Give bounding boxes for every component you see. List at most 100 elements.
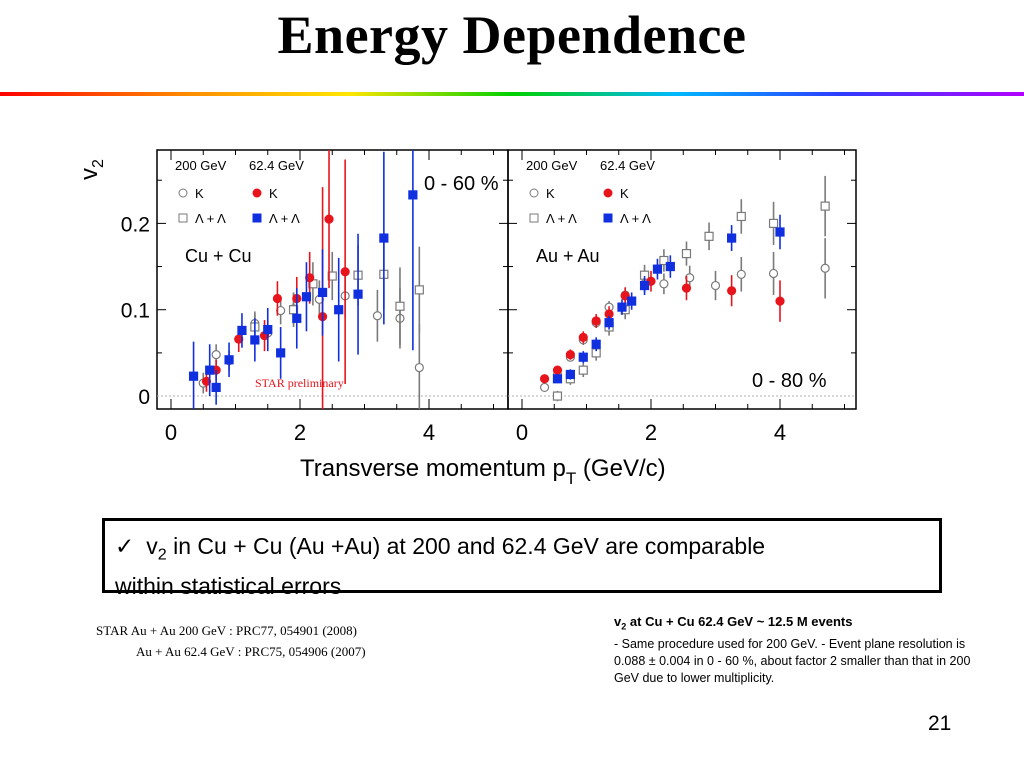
reference-2-text: Au + Au 62.4 GeV : PRC75, 054906 (2007 xyxy=(136,644,362,659)
x-axis-title-unit: (GeV/c) xyxy=(576,455,665,482)
point-1-3-11 xyxy=(775,227,785,237)
annotation-label-0: STAR preliminary xyxy=(255,376,344,390)
analysis-note: v2 at Cu + Cu 62.4 GeV ~ 12.5 M events -… xyxy=(614,613,994,687)
point-0-3-6 xyxy=(263,324,273,335)
legend-lambda-filled-1: Λ + Λ xyxy=(620,211,651,226)
legend-lambda-open-1: Λ + Λ xyxy=(546,211,577,226)
point-1-3-8 xyxy=(652,264,663,274)
point-1-0-8 xyxy=(659,279,669,289)
note-body: - Same procedure used for 200 GeV. - Eve… xyxy=(614,636,971,685)
point-1-1-2 xyxy=(578,365,588,375)
point-1-3-10 xyxy=(727,233,737,243)
legend-lambda-open-0: Λ + Λ xyxy=(195,211,226,226)
point-0-3-9 xyxy=(301,292,312,302)
point-1-2-8 xyxy=(681,283,692,293)
point-1-3-2 xyxy=(578,352,588,362)
slide-title: Energy Dependence xyxy=(277,5,747,65)
conclusion-box: ✓ v2 in Cu + Cu (Au +Au) at 200 and 62.4 … xyxy=(102,518,942,599)
check-icon: ✓ xyxy=(115,533,135,559)
y-tick-label-2: 0.2 xyxy=(121,213,150,236)
point-0-2-9 xyxy=(340,267,350,277)
legend-k-filled-0: K xyxy=(269,186,278,201)
point-1-1-8 xyxy=(681,249,692,259)
point-0-3-4 xyxy=(237,325,247,336)
y-tick-label-0: 0 xyxy=(138,386,150,409)
point-0-3-1 xyxy=(205,365,215,375)
v2-chart: 0 2 4 200 GeV 62.4 GeV K K Λ + Λ Λ + Λ Cu + Cu 0 -… xyxy=(76,149,857,488)
point-1-2-1 xyxy=(552,365,563,375)
point-1-0-0 xyxy=(539,382,550,393)
point-0-0-11 xyxy=(414,362,424,373)
point-1-3-6 xyxy=(627,296,637,306)
x-axis-title-sub: T xyxy=(566,469,576,488)
point-0-0-1 xyxy=(211,350,221,360)
references: STAR Au + Au 200 GeV : PRC77, 054901 (20… xyxy=(96,620,366,662)
conclusion-line-1: ✓ v2 in Cu + Cu (Au +Au) at 200 and 62.4 … xyxy=(115,531,939,571)
legend-head-62-0: 62.4 GeV xyxy=(249,158,304,173)
point-0-3-10 xyxy=(317,287,328,298)
point-0-3-13 xyxy=(379,233,389,243)
legend-open-square-1 xyxy=(529,213,539,223)
reference-2-close: ) xyxy=(361,644,366,659)
point-1-2-2 xyxy=(565,350,575,360)
point-1-2-9 xyxy=(727,286,737,296)
point-0-0-9 xyxy=(372,311,382,321)
point-1-2-4 xyxy=(591,316,601,326)
x-tick-label-1-0: 0 xyxy=(516,420,528,445)
point-0-2-4 xyxy=(272,293,283,304)
rainbow-divider xyxy=(0,92,1024,96)
x-axis-title-main: Transverse momentum p xyxy=(300,455,566,482)
point-1-3-4 xyxy=(604,318,614,328)
point-0-2-8 xyxy=(324,214,334,224)
y-axis-title: v2 xyxy=(76,159,107,180)
x-axis-title: Transverse momentum pT (GeV/c) xyxy=(300,455,666,488)
reference-2: Au + Au 62.4 GeV : PRC75, 054906 (2007) xyxy=(96,641,366,662)
point-1-0-13 xyxy=(820,263,830,273)
legend-filled-square-1 xyxy=(603,213,613,223)
x-tick-label-0-2: 4 xyxy=(423,420,435,445)
point-0-3-2 xyxy=(211,382,221,393)
legend-lambda-filled-0: Λ + Λ xyxy=(269,211,300,226)
point-1-2-10 xyxy=(775,296,785,306)
point-1-1-12 xyxy=(820,201,830,211)
note-heading: v2 at Cu + Cu 62.4 GeV ~ 12.5 M events xyxy=(614,613,994,636)
centrality-label-0: 0 - 60 % xyxy=(424,173,499,195)
x-tick-label-0-0: 0 xyxy=(165,420,177,445)
point-1-0-11 xyxy=(736,269,746,279)
legend-k-open-0: K xyxy=(195,186,204,201)
point-1-3-3 xyxy=(591,339,601,349)
system-label-1: Au + Au xyxy=(536,246,600,266)
point-0-1-6 xyxy=(395,301,405,311)
system-label-0: Cu + Cu xyxy=(185,246,252,266)
y-tick-label-1: 0.1 xyxy=(121,300,150,323)
note-v: v xyxy=(614,614,622,629)
legend-filled-square-0 xyxy=(252,213,262,223)
point-1-1-7 xyxy=(659,255,669,266)
point-1-3-9 xyxy=(665,261,675,272)
point-1-3-5 xyxy=(617,302,627,312)
note-head-text: at Cu + Cu 62.4 GeV ~ 12.5 M events xyxy=(626,614,853,629)
legend-head-200-1: 200 GeV xyxy=(526,158,578,173)
note-sub: 2 xyxy=(621,621,627,632)
point-0-3-3 xyxy=(224,355,234,365)
legend-head-200-0: 200 GeV xyxy=(175,158,227,173)
y-axis-title-main: v xyxy=(76,168,103,180)
point-1-1-11 xyxy=(768,218,779,228)
legend-head-62-1: 62.4 GeV xyxy=(600,158,655,173)
legend-open-square-0 xyxy=(178,213,188,223)
legend-open-circle-0 xyxy=(178,188,188,198)
point-0-3-14 xyxy=(408,190,418,200)
panel-frame-1 xyxy=(507,149,857,410)
point-0-3-0 xyxy=(188,371,199,381)
conclusion-text: in Cu + Cu (Au +Au) at 200 and 62.4 GeV … xyxy=(166,533,766,559)
point-0-3-8 xyxy=(292,313,302,323)
legend-k-filled-1: K xyxy=(620,186,629,201)
point-1-1-10 xyxy=(736,211,746,222)
x-tick-label-1-2: 4 xyxy=(774,420,786,445)
x-tick-label-1-1: 2 xyxy=(645,420,657,445)
point-1-0-12 xyxy=(768,268,779,279)
x-tick-label-0-1: 2 xyxy=(294,420,306,445)
conclusion-v: v xyxy=(146,533,158,559)
point-1-3-1 xyxy=(565,369,575,380)
point-1-1-0 xyxy=(552,391,563,401)
